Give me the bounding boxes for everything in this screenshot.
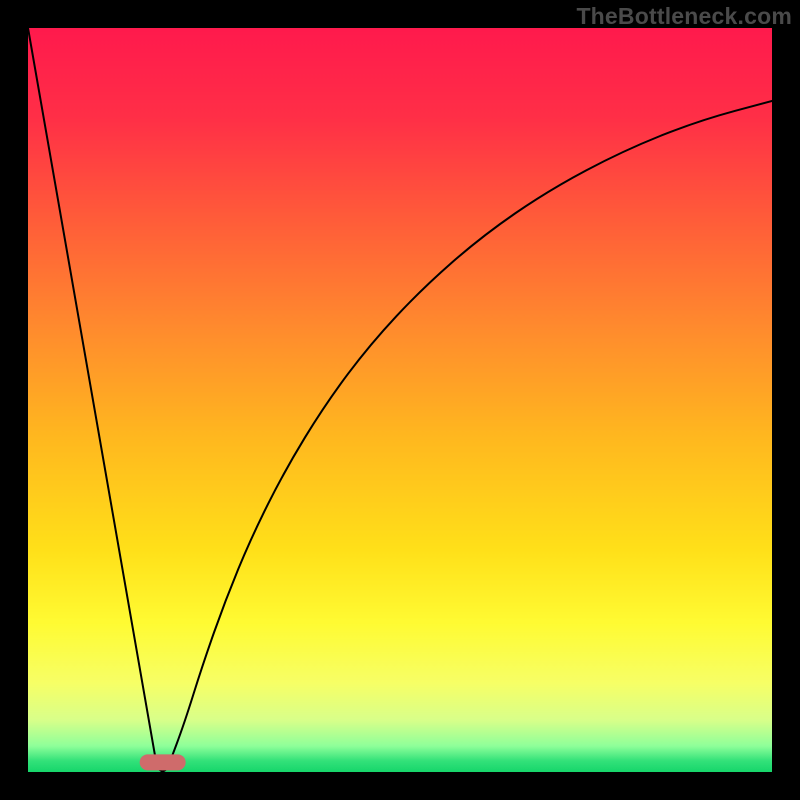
plot-area (28, 28, 772, 772)
chart-container: TheBottleneck.com (0, 0, 800, 800)
optimal-marker (140, 754, 186, 770)
chart-curves (28, 28, 772, 772)
watermark-text: TheBottleneck.com (576, 3, 792, 30)
bottleneck-curve (28, 28, 772, 771)
